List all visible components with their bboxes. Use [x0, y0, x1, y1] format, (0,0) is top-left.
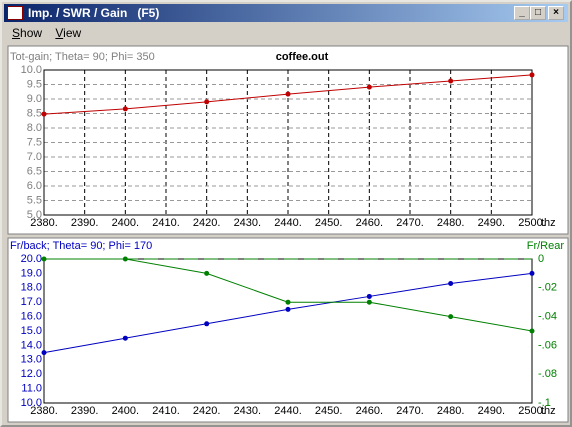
x-tick-label: 2450. — [315, 405, 343, 417]
x-tick-label: 2440. — [274, 217, 302, 229]
data-point — [122, 256, 128, 262]
y-tick-label: 5.5 — [27, 194, 42, 206]
y-tick-label: 16.0 — [21, 311, 42, 323]
data-point — [122, 335, 128, 341]
x-tick-label: 2380. — [30, 405, 58, 417]
data-point — [41, 256, 47, 262]
data-point — [366, 293, 372, 299]
y-tick-label: 10.0 — [21, 397, 42, 409]
x-tick-label: 2420. — [193, 405, 221, 417]
data-point — [285, 91, 291, 97]
title-bar: Imp. / SWR / Gain (F5) _ □ × — [4, 4, 568, 22]
y2-tick-label: -.02 — [538, 282, 557, 294]
minimize-button[interactable]: _ — [514, 6, 530, 20]
menu-item[interactable]: View — [55, 26, 82, 40]
data-point — [529, 72, 535, 78]
y2-tick-label: -.08 — [538, 368, 557, 380]
data-point — [448, 280, 454, 286]
data-point — [529, 270, 535, 276]
x-tick-label: 2430. — [234, 217, 262, 229]
x-tick-label: 2460. — [356, 405, 384, 417]
data-point — [285, 306, 291, 312]
y-tick-label: 9.0 — [27, 93, 42, 105]
y-tick-label: 7.0 — [27, 151, 42, 163]
x-axis-label: thz — [541, 217, 556, 229]
x-tick-label: 2460. — [356, 217, 384, 229]
x-tick-label: 2410. — [152, 405, 180, 417]
close-button[interactable]: × — [548, 6, 564, 20]
x-tick-label: 2470. — [396, 405, 424, 417]
plot-frame — [43, 69, 533, 216]
y-tick-label: 9.5 — [27, 78, 42, 90]
maximize-button[interactable]: □ — [530, 6, 546, 20]
data-point — [204, 99, 210, 105]
data-point — [448, 314, 454, 320]
x-axis-label: thz — [541, 405, 556, 417]
x-tick-label: 2490. — [478, 405, 506, 417]
y-tick-label: 5.0 — [27, 209, 42, 221]
x-tick-label: 2420. — [193, 217, 221, 229]
y-tick-label: 13.0 — [21, 354, 42, 366]
x-tick-label: 2430. — [234, 405, 262, 417]
window-title: Imp. / SWR / Gain (F5) — [28, 6, 160, 20]
y2-axis-label: Fr/Rear — [527, 240, 565, 252]
x-tick-label: 2480. — [437, 405, 465, 417]
y2-tick-label: 0 — [538, 253, 544, 265]
y-tick-label: 8.0 — [27, 122, 42, 134]
y-axis-label: Tot-gain; Theta= 90; Phi= 350 — [10, 51, 155, 63]
app-icon — [7, 6, 23, 20]
x-tick-label: 2390. — [71, 405, 99, 417]
y-tick-label: 10.0 — [21, 64, 42, 76]
x-tick-label: 2470. — [396, 217, 424, 229]
y-tick-label: 17.0 — [21, 296, 42, 308]
x-tick-label: 2500. — [518, 405, 546, 417]
data-point — [41, 350, 47, 356]
data-point — [448, 78, 454, 84]
x-tick-label: 2500. — [518, 217, 546, 229]
y-tick-label: 6.0 — [27, 180, 42, 192]
menu-item[interactable]: Show — [12, 26, 43, 40]
y-tick-label: 19.0 — [21, 267, 42, 279]
data-point — [366, 84, 372, 90]
y2-tick-label: -.04 — [538, 311, 557, 323]
x-tick-label: 2380. — [30, 217, 58, 229]
x-tick-label: 2400. — [112, 217, 140, 229]
chart-title: coffee.out — [276, 51, 329, 63]
x-tick-label: 2390. — [71, 217, 99, 229]
data-point — [122, 106, 128, 112]
y-tick-label: 11.0 — [21, 383, 42, 395]
data-point — [285, 299, 291, 305]
data-point — [529, 328, 535, 334]
y-tick-label: 14.0 — [21, 339, 42, 351]
data-point — [366, 299, 372, 305]
data-point — [41, 111, 47, 117]
x-tick-label: 2450. — [315, 217, 343, 229]
y-tick-label: 8.5 — [27, 107, 42, 119]
y-tick-label: 15.0 — [21, 325, 42, 337]
x-tick-label: 2400. — [112, 405, 140, 417]
y-tick-label: 20.0 — [21, 253, 42, 265]
data-point — [204, 321, 210, 327]
y2-tick-label: -.06 — [538, 339, 557, 351]
y-tick-label: 7.5 — [27, 136, 42, 148]
x-tick-label: 2480. — [437, 217, 465, 229]
y-tick-label: 6.5 — [27, 165, 42, 177]
y2-tick-label: -.1 — [538, 397, 551, 409]
y-axis-label: Fr/back; Theta= 90; Phi= 170 — [10, 240, 152, 252]
x-tick-label: 2410. — [152, 217, 180, 229]
y-tick-label: 12.0 — [21, 368, 42, 380]
data-point — [204, 270, 210, 276]
y-tick-label: 18.0 — [21, 282, 42, 294]
x-tick-label: 2490. — [478, 217, 506, 229]
menu-bar: Show View — [4, 24, 83, 42]
bottom-panel — [7, 237, 569, 423]
x-tick-label: 2440. — [274, 405, 302, 417]
